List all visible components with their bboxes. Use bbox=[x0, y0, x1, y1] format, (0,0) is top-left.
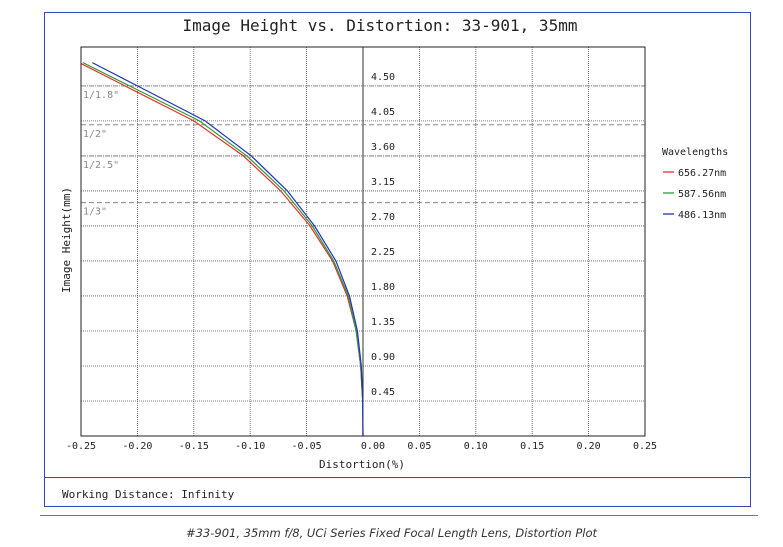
series-line-656.27nm bbox=[81, 62, 364, 436]
y-tick-label: 0.45 bbox=[371, 387, 395, 398]
footer-separator bbox=[44, 477, 751, 478]
y-axis-label: Image Height(mm) bbox=[60, 187, 73, 293]
legend: Wavelengths 656.27nm 587.56nm 486.13nm bbox=[662, 147, 728, 221]
series-line-486.13nm bbox=[92, 62, 364, 436]
x-tick-label: 0.15 bbox=[520, 441, 544, 452]
y-tick-label: 2.25 bbox=[371, 247, 395, 258]
x-tick-label: 0.10 bbox=[464, 441, 488, 452]
sensor-format-label: 1/3" bbox=[83, 207, 107, 218]
sensor-format-label: 1/1.8" bbox=[83, 90, 119, 101]
working-distance-label: Working Distance: Infinity bbox=[62, 488, 235, 501]
x-tick-label: 0.05 bbox=[407, 441, 431, 452]
x-tick-label: -0.10 bbox=[235, 441, 265, 452]
y-tick-label: 0.90 bbox=[371, 352, 395, 363]
legend-entry: 486.13nm bbox=[678, 210, 726, 221]
legend-entry: 656.27nm bbox=[678, 168, 726, 179]
figure-caption: #33-901, 35mm f/8, UCi Series Fixed Foca… bbox=[185, 526, 598, 540]
x-tick-label: -0.15 bbox=[179, 441, 209, 452]
y-tick-label: 1.80 bbox=[371, 282, 395, 293]
y-tick-label: 3.60 bbox=[371, 142, 395, 153]
y-tick-label: 4.05 bbox=[371, 107, 395, 118]
series-line-587.56nm bbox=[82, 62, 364, 436]
y-tick-label: 1.35 bbox=[371, 317, 395, 328]
series-lines bbox=[81, 62, 364, 436]
legend-entry: 587.56nm bbox=[678, 189, 726, 200]
x-tick-label: -0.20 bbox=[122, 441, 152, 452]
sensor-format-label: 1/2.5" bbox=[83, 160, 119, 171]
x-tick-label: -0.25 bbox=[66, 441, 96, 452]
caption-rule bbox=[40, 515, 758, 516]
plot-border bbox=[80, 46, 646, 437]
grid bbox=[80, 47, 646, 436]
x-tick-label: 0.00 bbox=[361, 441, 385, 452]
chart-title: Image Height vs. Distortion: 33-901, 35m… bbox=[183, 16, 578, 35]
legend-title: Wavelengths bbox=[662, 147, 728, 158]
chart-frame bbox=[44, 12, 751, 507]
y-tick-label: 2.70 bbox=[371, 212, 395, 223]
tick-labels: -0.25 -0.20 -0.15 -0.10 -0.05 0.00 0.05 0.10 0.1… bbox=[66, 72, 657, 452]
x-axis-label: Distortion(%) bbox=[319, 458, 405, 471]
y-tick-label: 4.50 bbox=[371, 72, 395, 83]
sensor-format-label: 1/2" bbox=[83, 129, 107, 140]
x-tick-label: -0.05 bbox=[292, 441, 322, 452]
sensor-format-lines: 1/1.8" 1/2" 1/2.5" 1/3" bbox=[81, 85, 645, 218]
x-tick-label: 0.20 bbox=[577, 441, 601, 452]
x-tick-label: 0.25 bbox=[633, 441, 657, 452]
y-tick-label: 3.15 bbox=[371, 177, 395, 188]
